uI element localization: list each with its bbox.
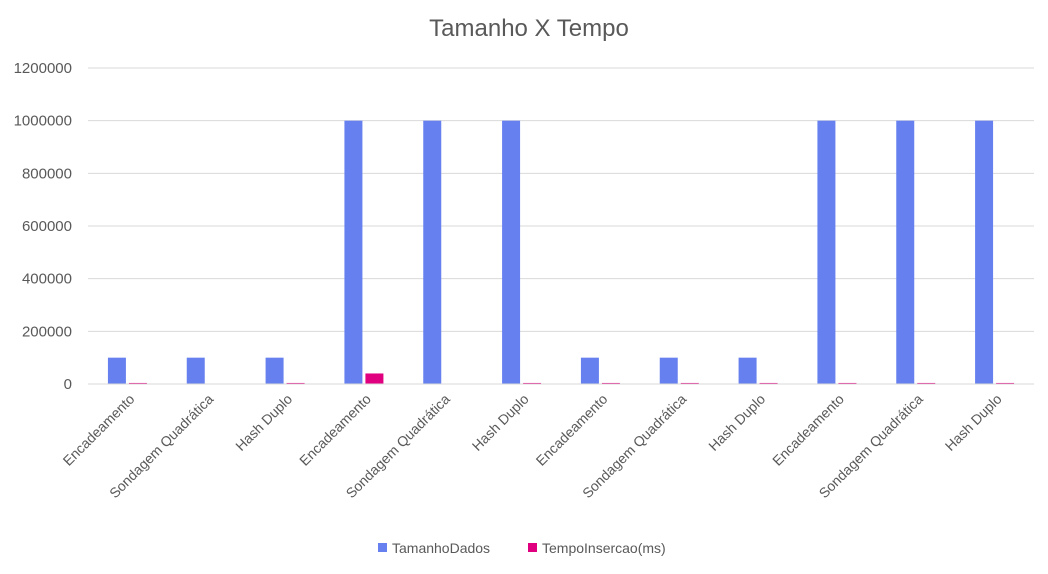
bar-tempo-insercao <box>838 382 857 384</box>
bar-tempo-insercao <box>286 382 305 384</box>
bar-tempo-insercao <box>128 382 147 384</box>
bar-tamanho-dados <box>186 357 205 384</box>
bar-tamanho-dados <box>344 120 363 385</box>
bar-tempo-insercao <box>523 382 542 384</box>
bars <box>107 120 1015 385</box>
y-tick-label: 600000 <box>22 218 72 235</box>
legend-swatch <box>528 543 537 552</box>
bar-tamanho-dados <box>896 120 915 385</box>
bar-tempo-insercao <box>601 382 620 384</box>
y-tick-label: 800000 <box>22 165 72 182</box>
y-tick-label: 400000 <box>22 271 72 288</box>
x-category-label: Hash Duplo <box>469 391 532 454</box>
y-tick-label: 0 <box>64 376 72 393</box>
bar-tamanho-dados <box>265 357 284 384</box>
legend-label: TamanhoDados <box>392 540 490 556</box>
bar-tempo-insercao <box>680 382 699 384</box>
bar-tamanho-dados <box>423 120 442 385</box>
x-category-label: Hash Duplo <box>232 391 295 454</box>
y-axis-ticks: 0 200000 400000 600000 800000 1000000 1200000 <box>14 60 72 393</box>
bar-tempo-insercao <box>759 382 778 384</box>
bar-tempo-insercao <box>996 382 1015 384</box>
bar-tamanho-dados <box>502 120 521 385</box>
y-tick-label: 1200000 <box>14 60 72 77</box>
x-category-label: Encadeamento <box>769 391 847 469</box>
x-category-label: Encadeamento <box>60 391 138 469</box>
gridlines <box>88 67 1034 332</box>
x-category-label: Encadeamento <box>533 391 611 469</box>
bar-tempo-insercao <box>365 373 384 384</box>
y-tick-label: 1000000 <box>14 113 72 130</box>
bar-tempo-insercao <box>917 382 936 384</box>
bar-tamanho-dados <box>659 357 678 384</box>
x-category-label: Hash Duplo <box>705 391 768 454</box>
x-category-label: Encadeamento <box>296 391 374 469</box>
x-category-label: Hash Duplo <box>942 391 1005 454</box>
bar-tamanho-dados <box>107 357 126 384</box>
legend-label: TempoInsercao(ms) <box>542 540 666 556</box>
legend-swatch <box>378 543 387 552</box>
bar-tamanho-dados <box>975 120 994 385</box>
legend: TamanhoDados TempoInsercao(ms) <box>378 540 666 556</box>
bar-tamanho-dados <box>817 120 836 385</box>
bar-tamanho-dados <box>738 357 757 384</box>
bar-tamanho-dados <box>580 357 599 384</box>
y-tick-label: 200000 <box>22 323 72 340</box>
chart-title: Tamanho X Tempo <box>429 15 629 42</box>
